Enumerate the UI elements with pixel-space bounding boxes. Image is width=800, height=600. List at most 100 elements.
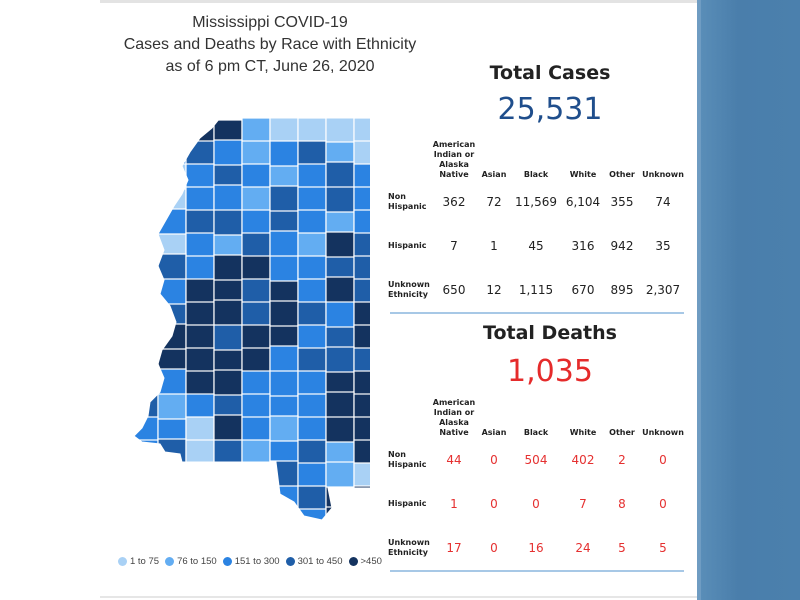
county-cell (353, 186, 370, 214)
county-cell (297, 118, 327, 145)
county-cell (157, 323, 187, 351)
county-cell (134, 508, 159, 520)
column-header: Unknown (642, 170, 684, 179)
county-cell (269, 118, 299, 143)
county-cell (213, 484, 243, 512)
county-cell (325, 391, 355, 419)
county-cell (157, 483, 187, 511)
county-cell (213, 324, 243, 352)
table-cell: 0 (490, 541, 498, 555)
county-cell (241, 393, 271, 421)
county-cell (297, 209, 327, 237)
total-deaths-heading: Total Deaths (483, 322, 617, 344)
county-cell (134, 301, 159, 329)
table-row: Non Hispanic 362 72 11,569 6,104 355 74 (388, 180, 686, 224)
table-cell: 72 (486, 195, 502, 209)
county-cell (353, 255, 370, 283)
county-cell (134, 163, 159, 191)
legend-label: 76 to 150 (177, 556, 217, 567)
county-cell (325, 118, 355, 144)
column-header: Other (609, 170, 635, 179)
county-cell (185, 393, 215, 421)
county-cell (213, 414, 243, 442)
county-cell (134, 209, 159, 237)
county-cell (241, 278, 271, 306)
table-cell: 0 (659, 497, 667, 511)
legend-swatch (285, 557, 295, 566)
county-cell (241, 163, 271, 191)
table-cell: 895 (610, 283, 634, 297)
total-cases-heading: Total Cases (489, 62, 611, 84)
legend-item: 1 to 75 (118, 556, 159, 567)
county-cell (134, 140, 159, 168)
table-cell: 11,569 (515, 195, 557, 209)
table-cell: 45 (528, 239, 544, 253)
table-cell: 5 (659, 541, 667, 555)
table-row: Non Hispanic 44 0 504 402 2 0 (388, 438, 686, 482)
county-cell (353, 370, 370, 398)
table-row: Hispanic 1 0 0 7 8 0 (388, 482, 686, 526)
row-header-spacer (388, 398, 430, 438)
bottom-divider (390, 570, 684, 572)
county-cell (185, 118, 215, 145)
county-cell (269, 300, 299, 328)
county-cell (157, 463, 187, 491)
county-cell (157, 393, 187, 421)
county-cell (269, 140, 299, 168)
row-header-spacer (388, 140, 430, 180)
county-cell (269, 460, 299, 488)
county-cell (134, 370, 159, 398)
column-header: Asian (481, 428, 507, 437)
title-line-1: Mississippi COVID-19 (192, 14, 348, 31)
county-cell (134, 255, 159, 283)
county-cell (269, 415, 299, 443)
county-cell (134, 232, 159, 260)
table-cell: 0 (490, 497, 498, 511)
table-cell: 74 (655, 195, 671, 209)
cases-by-race-table: American Indian or Alaska Native Asian Bla… (388, 140, 686, 312)
county-cell (297, 255, 327, 283)
county-cell (325, 231, 355, 259)
table-cell: 1,115 (518, 283, 554, 297)
table-cell: 1 (490, 239, 498, 253)
county-cell (353, 347, 370, 375)
legend-swatch (222, 557, 232, 566)
legend-label: 151 to 300 (234, 556, 280, 567)
county-cell (134, 485, 159, 513)
county-cell (353, 462, 370, 490)
county-cell (241, 416, 271, 444)
legend-item: 301 to 450 (285, 556, 343, 567)
county-cell (241, 508, 271, 520)
county-cell (269, 345, 299, 373)
table-cell: 7 (579, 497, 587, 511)
county-cell (213, 369, 243, 397)
county-cell (185, 416, 215, 444)
table-cell: 1 (450, 497, 458, 511)
legend-label: >450 (360, 556, 382, 567)
county-cell (241, 118, 271, 145)
county-cell (353, 416, 370, 444)
county-cell (185, 370, 215, 398)
county-cell (185, 255, 215, 283)
chart-title: Mississippi COVID-19 Cases and Deaths by… (100, 12, 440, 78)
county-cell (213, 139, 243, 167)
county-cell (297, 232, 327, 260)
county-cell (325, 161, 355, 189)
table-cell: 24 (575, 541, 591, 555)
table-cell: 44 (446, 453, 462, 467)
side-panel-background (697, 0, 800, 600)
row-label: Unknown Ethnicity (388, 280, 430, 299)
county-cell (353, 393, 370, 421)
row-label: Non Hispanic (388, 192, 427, 211)
table-cell: 35 (655, 239, 671, 253)
county-cell (241, 324, 271, 352)
table-cell: 670 (571, 283, 595, 297)
county-cell (185, 485, 215, 513)
county-cell (297, 324, 327, 352)
county-cell (185, 140, 215, 168)
row-label: Hispanic (388, 241, 427, 250)
county-cell (134, 324, 159, 352)
column-header: Other (609, 428, 635, 437)
county-cell (325, 276, 355, 304)
county-cell (241, 485, 271, 513)
